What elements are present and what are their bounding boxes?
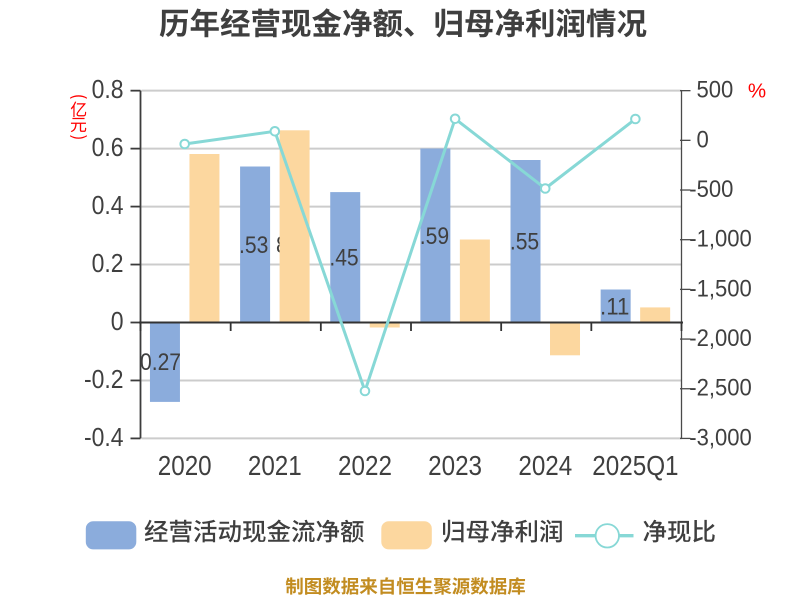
svg-text:-2,500: -2,500 (689, 375, 752, 402)
svg-text:-500: -500 (689, 176, 733, 203)
svg-text:-3,000: -3,000 (689, 424, 752, 451)
svg-text:0.6: 0.6 (92, 134, 124, 162)
svg-text:-1,500: -1,500 (689, 275, 752, 302)
svg-text:.59: .59 (420, 223, 449, 250)
svg-text:.11: .11 (600, 293, 629, 320)
svg-text:2020: 2020 (158, 450, 212, 481)
svg-text:.53: .53 (239, 232, 268, 259)
svg-text:-0.2: -0.2 (84, 366, 124, 394)
svg-text:0: 0 (697, 126, 709, 153)
svg-text:0.4: 0.4 (92, 192, 124, 220)
svg-text:2023: 2023 (428, 450, 482, 481)
svg-text:%: % (748, 79, 766, 102)
svg-text:2021: 2021 (248, 450, 302, 481)
svg-text:0.2: 0.2 (92, 250, 124, 278)
svg-text:500: 500 (697, 77, 734, 104)
svg-text:0.27: 0.27 (140, 349, 181, 376)
svg-text:-1,000: -1,000 (689, 226, 752, 253)
svg-text:2025Q1: 2025Q1 (592, 450, 678, 481)
svg-text:2024: 2024 (518, 450, 572, 481)
svg-text:-2,000: -2,000 (689, 325, 752, 352)
svg-text:-0.4: -0.4 (84, 424, 124, 452)
svg-text:.55: .55 (510, 229, 539, 256)
svg-text:0.8: 0.8 (92, 76, 124, 104)
svg-text:2022: 2022 (338, 450, 392, 481)
svg-text:.45: .45 (329, 245, 358, 272)
svg-text:0: 0 (111, 308, 124, 336)
